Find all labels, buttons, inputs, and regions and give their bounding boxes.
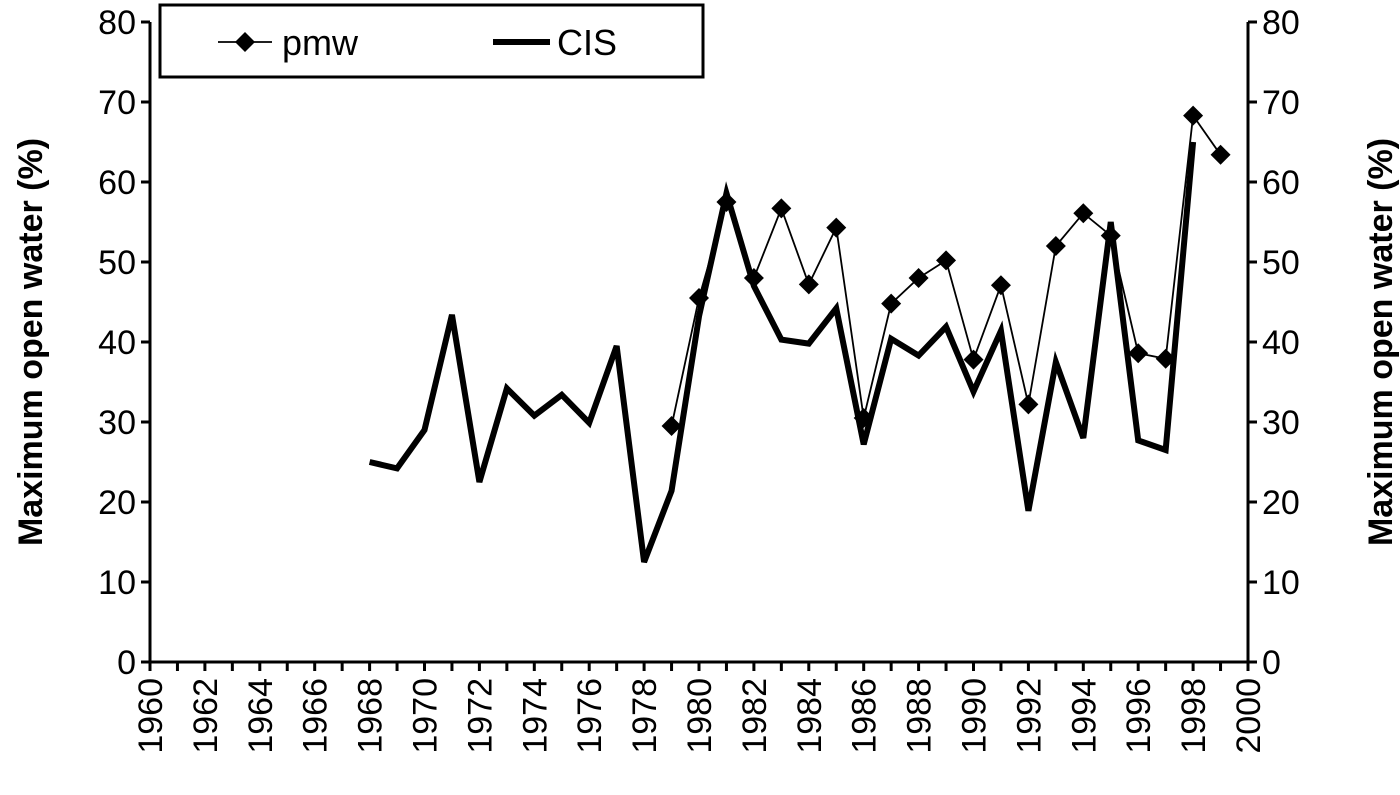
x-tick-label: 1962 [187, 678, 225, 754]
left-y-tick-label: 40 [98, 324, 136, 362]
plot-area [368, 105, 1231, 564]
left-y-axis-title: Maximum open water (%) [12, 138, 50, 546]
x-tick-label: 1966 [297, 678, 335, 754]
right-y-tick-label: 60 [1262, 164, 1300, 202]
x-tick-label: 1976 [571, 678, 609, 754]
data-point-pmw [826, 217, 847, 238]
left-y-tick-label: 70 [98, 84, 136, 122]
left-y-tick-label: 20 [98, 484, 136, 522]
x-tick-label: 1968 [352, 678, 390, 754]
data-point-pmw [990, 275, 1011, 296]
series-cis [368, 141, 1197, 564]
right-y-tick-label: 40 [1262, 324, 1300, 362]
right-y-tick-group: 0 10 20 30 40 50 60 70 80 [1248, 4, 1300, 682]
data-point-pmw [1183, 105, 1204, 126]
x-tick-label: 1974 [516, 678, 554, 754]
data-point-pmw [1045, 236, 1066, 256]
x-tick-label: 1964 [242, 678, 280, 754]
data-point-pmw [908, 268, 929, 288]
data-point-pmw [661, 416, 682, 436]
data-point-pmw [963, 349, 984, 370]
left-y-tick-label: 30 [98, 404, 136, 442]
right-y-axis: 0 10 20 30 40 50 60 70 80 [1246, 4, 1300, 682]
x-tick-label: 1984 [791, 678, 829, 754]
data-point-pmw [936, 250, 957, 271]
data-point-pmw [771, 198, 792, 219]
right-y-tick-label: 10 [1262, 564, 1300, 602]
left-y-tick-label: 10 [98, 564, 136, 602]
left-y-axis: 0 10 20 30 40 50 60 70 80 [98, 4, 152, 682]
right-y-tick-label: 30 [1262, 404, 1300, 442]
x-tick-label: 1992 [1010, 678, 1048, 754]
left-y-tick-label: 80 [98, 4, 136, 42]
left-y-tick-group: 0 10 20 30 40 50 60 70 80 [98, 4, 150, 682]
x-tick-label: 1988 [901, 678, 939, 754]
x-tick-label: 1972 [461, 678, 499, 754]
legend-cis-label: CIS [557, 22, 617, 63]
legend: pmw CIS [158, 3, 705, 79]
x-tick-label: 1978 [626, 678, 664, 754]
x-tick-label: 1998 [1175, 678, 1213, 754]
x-tick-label: 1970 [407, 678, 445, 754]
x-tick-label: 1986 [846, 678, 884, 754]
legend-pmw-marker [235, 32, 255, 52]
left-y-tick-label: 0 [117, 644, 136, 682]
data-point-pmw [1210, 144, 1231, 165]
data-point-pmw [1073, 203, 1094, 224]
x-tick-label: 1960 [132, 678, 170, 754]
right-y-tick-label: 70 [1262, 84, 1300, 122]
x-tick-group: 1960 1962 1964 1966 1968 1970 1972 1974 1976 1978… [132, 662, 1268, 754]
right-y-tick-label: 0 [1262, 644, 1281, 682]
data-point-pmw [881, 293, 902, 314]
x-tick-label: 1996 [1120, 678, 1158, 754]
x-tick-label: 1980 [681, 678, 719, 754]
right-y-tick-label: 80 [1262, 4, 1300, 42]
x-tick-label: 1994 [1065, 678, 1103, 754]
x-tick-label: 1982 [736, 678, 774, 754]
left-y-tick-label: 50 [98, 244, 136, 282]
x-tick-label: 2000 [1230, 678, 1268, 754]
legend-pmw-label: pmw [282, 22, 359, 63]
left-y-tick-label: 60 [98, 164, 136, 202]
right-y-axis-title: Maximum open water (%) [1362, 138, 1400, 546]
right-y-tick-label: 20 [1262, 484, 1300, 522]
right-y-tick-label: 50 [1262, 244, 1300, 282]
data-point-pmw [1128, 343, 1149, 364]
series-line-cis [368, 141, 1197, 564]
x-tick-label: 1990 [956, 678, 994, 754]
data-point-pmw [798, 274, 819, 295]
x-axis: 1960 1962 1964 1966 1968 1970 1972 1974 1976 1978… [132, 660, 1268, 754]
data-point-pmw [1018, 394, 1039, 415]
